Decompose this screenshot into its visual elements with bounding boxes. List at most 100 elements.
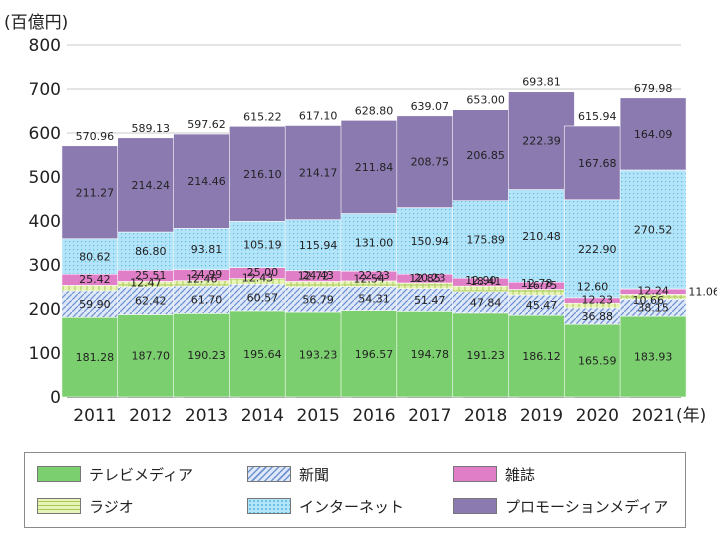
data-label-5-2019: 222.39 bbox=[522, 135, 561, 148]
data-label-0-2019: 186.12 bbox=[522, 350, 561, 363]
y-tick-label: 800 bbox=[29, 36, 61, 56]
x-tick-label-2013: 2013 bbox=[185, 406, 228, 426]
total-label-2016: 628.80 bbox=[355, 104, 394, 117]
data-label-3-2019: 16.75 bbox=[526, 279, 558, 292]
legend-item-radio: ラジオ bbox=[37, 495, 134, 517]
y-tick-label: 600 bbox=[29, 124, 61, 144]
x-tick-label-2019: 2019 bbox=[520, 406, 563, 426]
y-tick-label: 0 bbox=[50, 388, 61, 408]
legend: テレビメディア 新聞 雑誌 ラジオ インターネット プロモーションメディア bbox=[24, 452, 686, 528]
bar-segment-4-2015 bbox=[284, 219, 352, 272]
bar-segment-0-2011 bbox=[61, 316, 129, 398]
data-label-2-2011: 12.47 bbox=[130, 276, 162, 289]
data-label-5-2016: 211.84 bbox=[355, 161, 394, 174]
data-label-2-2019: 12.60 bbox=[577, 281, 609, 294]
data-label-0-2020: 165.59 bbox=[578, 355, 617, 368]
data-label-5-2021: 164.09 bbox=[634, 128, 673, 141]
data-label-0-2013: 190.23 bbox=[187, 349, 226, 362]
data-label-3-2013: 24.99 bbox=[191, 268, 223, 281]
data-label-1-2017: 51.47 bbox=[414, 294, 446, 307]
data-label-2-2016: 12.85 bbox=[409, 272, 441, 285]
data-label-4-2016: 131.00 bbox=[355, 236, 394, 249]
y-tick-label: 100 bbox=[29, 344, 61, 364]
data-label-1-2015: 56.79 bbox=[302, 293, 334, 306]
bar-segment-5-2020 bbox=[563, 125, 631, 201]
bar-segment-1-2011 bbox=[61, 290, 129, 318]
data-label-0-2014: 195.64 bbox=[243, 348, 282, 361]
data-label-3-2016: 22.23 bbox=[358, 269, 390, 282]
legend-item-internet: インターネット bbox=[247, 495, 404, 517]
data-labels: 181.28 59.90 12.47 25.42 80.62 211.27 570.96 18… bbox=[76, 76, 717, 368]
data-label-2-2015: 12.54 bbox=[353, 272, 385, 285]
bar-segment-5-2017 bbox=[396, 115, 464, 208]
data-label-4-2014: 105.19 bbox=[243, 239, 282, 252]
total-label-2014: 615.22 bbox=[243, 110, 282, 123]
bar-segment-0-2015 bbox=[284, 311, 352, 398]
y-tick-label: 200 bbox=[29, 300, 61, 320]
total-label-2011: 570.96 bbox=[76, 130, 115, 143]
data-label-2-2013: 12.43 bbox=[242, 272, 274, 285]
bar-segment-4-2021 bbox=[619, 169, 687, 290]
data-label-3-2020: 12.23 bbox=[582, 294, 614, 307]
data-label-2-2012: 12.46 bbox=[186, 272, 218, 285]
legend-label-promotion: プロモーションメディア bbox=[505, 497, 669, 516]
x-tick-label-2011: 2011 bbox=[73, 406, 116, 426]
data-label-1-2018: 47.84 bbox=[470, 296, 502, 309]
x-tick-label-2020: 2020 bbox=[576, 406, 619, 426]
data-label-4-2020: 222.90 bbox=[578, 243, 617, 256]
bar-segment-0-2019 bbox=[508, 314, 575, 398]
legend-label-newspaper: 新聞 bbox=[299, 465, 330, 484]
x-axis-suffix-label: (年) bbox=[676, 406, 706, 426]
bar-segment-5-2013 bbox=[173, 133, 240, 229]
data-label-5-2015: 214.17 bbox=[299, 167, 338, 180]
legend-swatch-newspaper-icon bbox=[247, 466, 291, 482]
data-label-1-2016: 54.31 bbox=[358, 293, 390, 306]
bar-segment-4-2019 bbox=[508, 189, 575, 283]
legend-swatch-tv-icon bbox=[37, 466, 81, 482]
x-tick-label-2017: 2017 bbox=[408, 406, 451, 426]
bar-segment-5-2011 bbox=[61, 145, 129, 240]
bar-segment-4-2011 bbox=[61, 238, 129, 275]
y-axis-ticks: 0 100 200 300 400 500 600 700 800 bbox=[29, 36, 61, 408]
data-label-2-2014: 12.72 bbox=[298, 270, 330, 283]
bar-segment-0-2017 bbox=[396, 310, 464, 398]
data-label-4-2021: 270.52 bbox=[634, 224, 673, 237]
total-label-2013: 597.62 bbox=[187, 118, 226, 131]
data-label-5-2014: 216.10 bbox=[243, 168, 282, 181]
y-tick-label: 300 bbox=[29, 256, 61, 276]
data-label-3-2018: 18.41 bbox=[470, 275, 502, 288]
data-label-0-2021: 183.93 bbox=[634, 351, 673, 364]
bar-segment-0-2021 bbox=[619, 315, 687, 398]
data-label-4-2012: 86.80 bbox=[135, 245, 167, 258]
bar-segment-0-2016 bbox=[340, 310, 408, 398]
data-label-5-2018: 206.85 bbox=[466, 149, 505, 162]
legend-label-magazine: 雑誌 bbox=[505, 465, 536, 484]
data-label-1-2021: 38.15 bbox=[637, 302, 669, 315]
data-label-3-2014: 25.00 bbox=[247, 266, 279, 279]
y-tick-label: 500 bbox=[29, 168, 61, 188]
total-label-2012: 589.13 bbox=[131, 122, 170, 135]
legend-swatch-promotion-icon bbox=[453, 498, 497, 514]
data-label-2-2018: 12.78 bbox=[521, 277, 553, 290]
bar-segment-4-2014 bbox=[229, 221, 296, 268]
total-label-2017: 639.07 bbox=[411, 100, 450, 113]
bar-segment-4-2013 bbox=[173, 228, 240, 270]
x-tick-label-2015: 2015 bbox=[297, 406, 340, 426]
data-label-1-2020: 36.88 bbox=[582, 310, 614, 323]
data-label-5-2012: 214.24 bbox=[131, 179, 170, 192]
data-label-1-2012: 62.42 bbox=[135, 295, 167, 308]
data-label-5-2017: 208.75 bbox=[411, 156, 450, 169]
legend-swatch-internet-icon bbox=[247, 498, 291, 514]
data-label-3-2017: 20.23 bbox=[414, 272, 446, 285]
bar-segment-1-2014 bbox=[229, 283, 296, 312]
legend-item-promotion: プロモーションメディア bbox=[453, 495, 668, 517]
legend-label-tv: テレビメディア bbox=[89, 465, 193, 484]
bar-segment-1-2015 bbox=[284, 286, 352, 313]
bar-segment-0-2013 bbox=[173, 312, 240, 398]
legend-label-radio: ラジオ bbox=[89, 497, 134, 516]
x-tick-label-2018: 2018 bbox=[464, 406, 507, 426]
data-label-4-2013: 93.81 bbox=[191, 243, 223, 256]
data-label-5-2020: 167.68 bbox=[578, 157, 617, 170]
